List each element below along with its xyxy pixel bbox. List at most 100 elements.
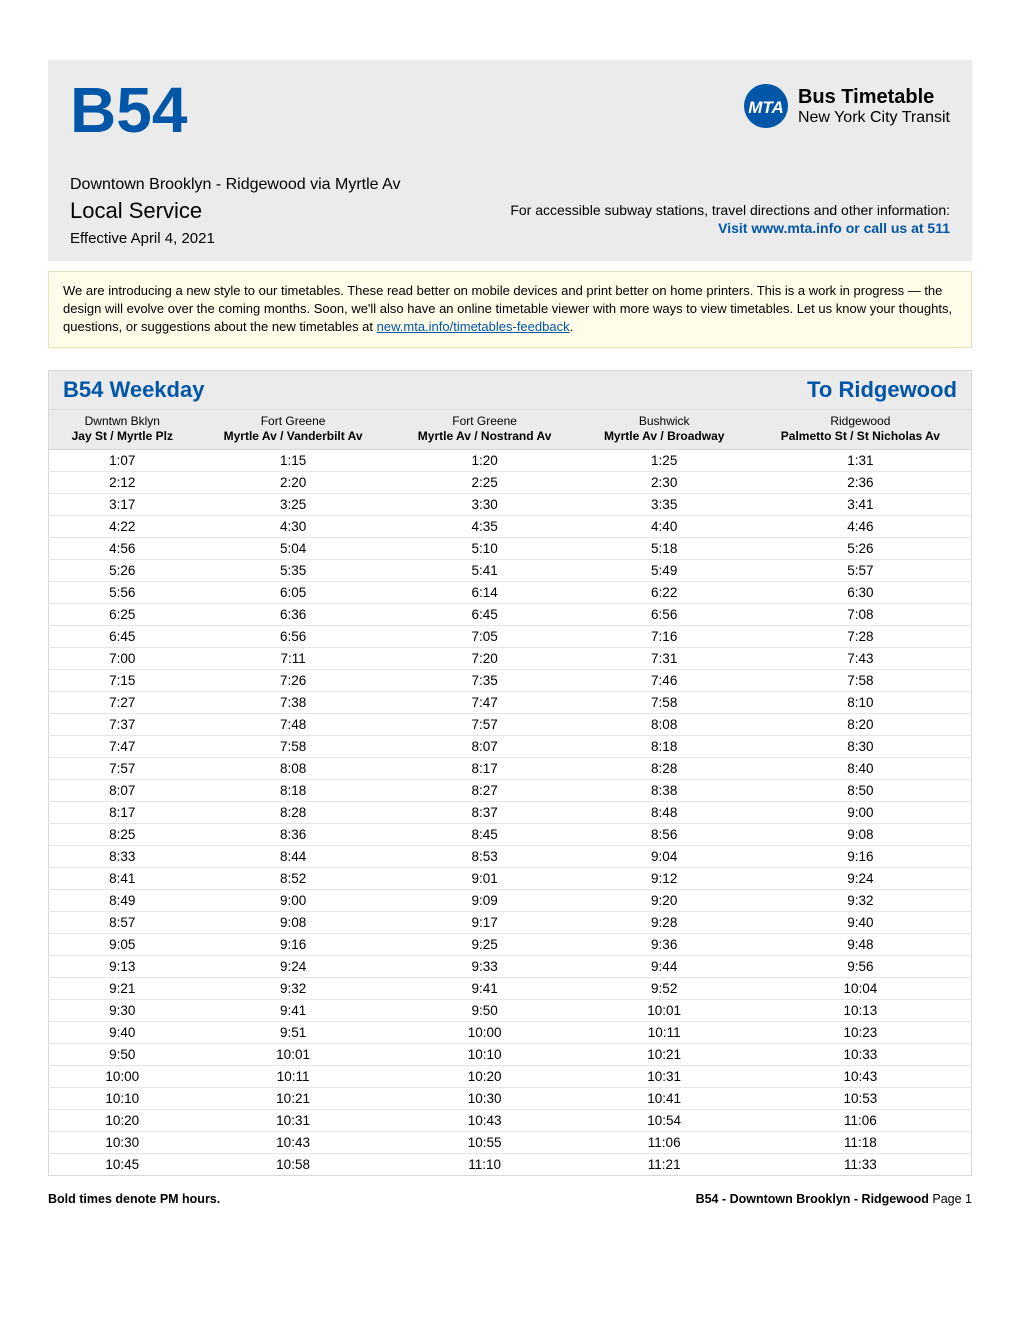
time-cell: 8:18 [579, 735, 750, 757]
time-cell: 9:52 [579, 977, 750, 999]
time-cell: 9:13 [49, 955, 196, 977]
time-cell: 9:01 [391, 867, 579, 889]
time-cell: 4:35 [391, 515, 579, 537]
column-header: Fort GreeneMyrtle Av / Nostrand Av [391, 409, 579, 449]
effective-date: Effective April 4, 2021 [70, 230, 215, 247]
notice-banner: We are introducing a new style to our ti… [48, 271, 972, 348]
header-block: B54 MTA Bus Timetable New York City Tran… [48, 60, 972, 261]
table-row: 10:3010:4310:5511:0611:18 [49, 1131, 972, 1153]
time-cell: 2:20 [196, 471, 391, 493]
time-cell: 6:56 [579, 603, 750, 625]
time-cell: 1:31 [750, 449, 972, 471]
time-cell: 7:26 [196, 669, 391, 691]
time-cell: 8:17 [391, 757, 579, 779]
column-stop: Myrtle Av / Vanderbilt Av [202, 429, 385, 443]
footer: Bold times denote PM hours. B54 - Downto… [48, 1192, 972, 1206]
time-cell: 7:38 [196, 691, 391, 713]
table-row: 7:007:117:207:317:43 [49, 647, 972, 669]
time-cell: 9:32 [750, 889, 972, 911]
agency-name: New York City Transit [798, 109, 950, 127]
time-cell: 8:50 [750, 779, 972, 801]
time-cell: 7:28 [750, 625, 972, 647]
feedback-link[interactable]: new.mta.info/timetables-feedback [377, 319, 570, 334]
time-cell: 4:46 [750, 515, 972, 537]
timetable-title-left: B54 Weekday [63, 377, 204, 403]
time-cell: 8:44 [196, 845, 391, 867]
table-row: 7:377:487:578:088:20 [49, 713, 972, 735]
time-cell: 2:30 [579, 471, 750, 493]
time-cell: 8:40 [750, 757, 972, 779]
column-area: Fort Greene [202, 414, 385, 428]
time-cell: 4:22 [49, 515, 196, 537]
table-row: 8:418:529:019:129:24 [49, 867, 972, 889]
time-cell: 7:16 [579, 625, 750, 647]
table-row: 2:122:202:252:302:36 [49, 471, 972, 493]
time-cell: 9:28 [579, 911, 750, 933]
time-cell: 10:54 [579, 1109, 750, 1131]
time-cell: 5:57 [750, 559, 972, 581]
time-cell: 8:08 [196, 757, 391, 779]
table-row: 4:565:045:105:185:26 [49, 537, 972, 559]
time-cell: 9:30 [49, 999, 196, 1021]
time-cell: 9:50 [391, 999, 579, 1021]
time-cell: 10:10 [49, 1087, 196, 1109]
time-cell: 9:24 [196, 955, 391, 977]
table-row: 8:258:368:458:569:08 [49, 823, 972, 845]
schedule-table: Dwntwn BklynJay St / Myrtle PlzFort Gree… [48, 409, 972, 1176]
table-row: 9:219:329:419:5210:04 [49, 977, 972, 999]
time-cell: 9:33 [391, 955, 579, 977]
service-type: Local Service [70, 198, 215, 224]
time-cell: 5:35 [196, 559, 391, 581]
table-row: 8:078:188:278:388:50 [49, 779, 972, 801]
time-cell: 9:25 [391, 933, 579, 955]
table-row: 9:059:169:259:369:48 [49, 933, 972, 955]
time-cell: 8:28 [579, 757, 750, 779]
time-cell: 4:40 [579, 515, 750, 537]
time-cell: 8:36 [196, 823, 391, 845]
table-body: 1:071:151:201:251:312:122:202:252:302:36… [49, 449, 972, 1175]
notice-text-after: . [570, 319, 574, 334]
table-row: 9:5010:0110:1010:2110:33 [49, 1043, 972, 1065]
table-row: 9:139:249:339:449:56 [49, 955, 972, 977]
time-cell: 8:18 [196, 779, 391, 801]
time-cell: 6:45 [49, 625, 196, 647]
time-cell: 7:58 [750, 669, 972, 691]
time-cell: 6:45 [391, 603, 579, 625]
time-cell: 9:05 [49, 933, 196, 955]
table-row: 10:4510:5811:1011:2111:33 [49, 1153, 972, 1175]
time-cell: 11:21 [579, 1153, 750, 1175]
time-cell: 8:07 [49, 779, 196, 801]
time-cell: 2:36 [750, 471, 972, 493]
time-cell: 10:53 [750, 1087, 972, 1109]
time-cell: 9:32 [196, 977, 391, 999]
time-cell: 7:58 [196, 735, 391, 757]
time-cell: 2:25 [391, 471, 579, 493]
service-right: For accessible subway stations, travel d… [510, 198, 950, 236]
visit-text: Visit www.mta.info or call us at 511 [510, 220, 950, 236]
footer-page: B54 - Downtown Brooklyn - Ridgewood Page… [696, 1192, 972, 1206]
header-row: Dwntwn BklynJay St / Myrtle PlzFort Gree… [49, 409, 972, 449]
service-left: Local Service Effective April 4, 2021 [70, 198, 215, 247]
time-cell: 2:12 [49, 471, 196, 493]
table-row: 7:157:267:357:467:58 [49, 669, 972, 691]
time-cell: 10:04 [750, 977, 972, 999]
time-cell: 6:14 [391, 581, 579, 603]
time-cell: 11:18 [750, 1131, 972, 1153]
time-cell: 10:21 [196, 1087, 391, 1109]
time-cell: 11:10 [391, 1153, 579, 1175]
table-row: 7:477:588:078:188:30 [49, 735, 972, 757]
table-row: 7:277:387:477:588:10 [49, 691, 972, 713]
table-row: 9:309:419:5010:0110:13 [49, 999, 972, 1021]
timetable-title-right: To Ridgewood [807, 377, 957, 403]
time-cell: 10:30 [391, 1087, 579, 1109]
time-cell: 7:31 [579, 647, 750, 669]
time-cell: 1:07 [49, 449, 196, 471]
footer-page-number: Page 1 [932, 1192, 972, 1206]
table-row: 9:409:5110:0010:1110:23 [49, 1021, 972, 1043]
time-cell: 5:26 [49, 559, 196, 581]
time-cell: 9:16 [196, 933, 391, 955]
time-cell: 9:56 [750, 955, 972, 977]
time-cell: 7:27 [49, 691, 196, 713]
table-row: 5:265:355:415:495:57 [49, 559, 972, 581]
time-cell: 7:37 [49, 713, 196, 735]
